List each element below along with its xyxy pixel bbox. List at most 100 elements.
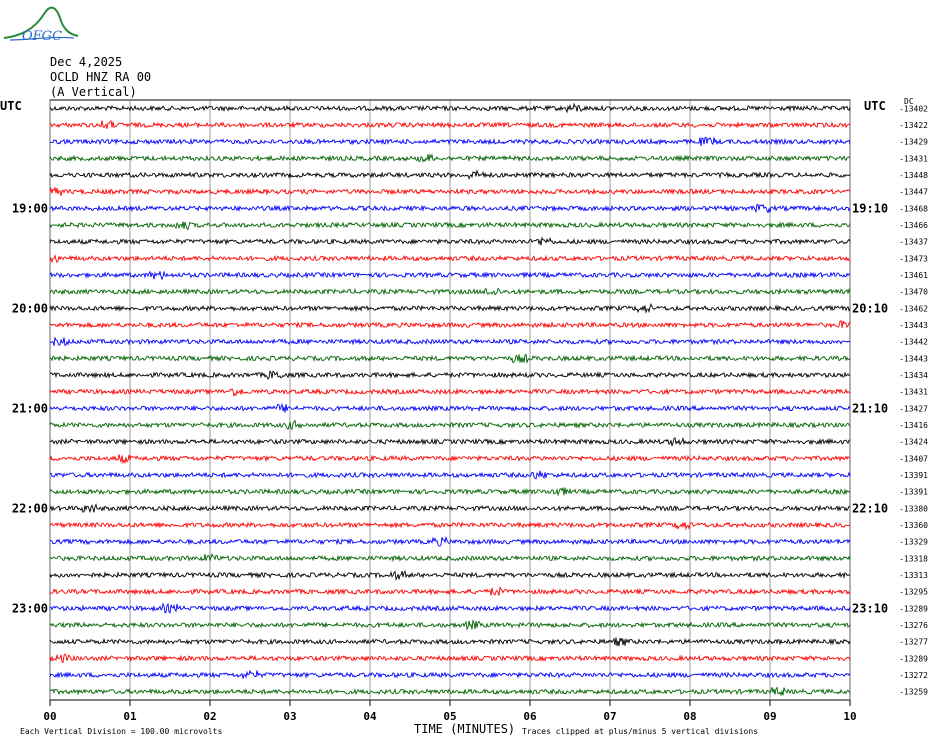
- dc-offset-label: -13360: [899, 521, 928, 530]
- x-tick-label: 01: [123, 710, 137, 723]
- seismic-trace: [49, 653, 851, 664]
- seismic-trace: [49, 203, 851, 214]
- left-hour-label: 21:00: [12, 401, 48, 415]
- seismic-trace: [49, 337, 851, 347]
- dc-offset-label: -13431: [899, 154, 928, 163]
- dc-offset-label: -13443: [899, 321, 928, 330]
- seismic-trace: [49, 637, 851, 647]
- dc-offset-label: -13466: [899, 221, 928, 230]
- seismic-trace: [49, 552, 851, 563]
- dc-offset-label: -13437: [899, 238, 928, 247]
- seismic-trace: [49, 686, 851, 697]
- seismic-trace: [49, 503, 851, 514]
- x-tick-label: 10: [843, 710, 856, 723]
- dc-offset-label: -13380: [899, 504, 928, 513]
- ofgc-logo: OFGC: [3, 6, 79, 44]
- right-corner-label: DC: [904, 97, 914, 106]
- right-hour-label: 23:10: [852, 601, 888, 615]
- right-hour-label: 22:10: [852, 501, 888, 515]
- header-station: OCLD HNZ RA 00: [50, 70, 152, 84]
- dc-offset-label: -13407: [899, 454, 928, 463]
- left-hour-label: 22:00: [12, 501, 48, 515]
- right-hour-label: 19:10: [852, 201, 888, 215]
- x-tick-label: 05: [443, 710, 456, 723]
- seismic-trace: [49, 470, 851, 480]
- seismic-trace: [49, 454, 851, 465]
- dc-offset-label: -13447: [899, 188, 928, 197]
- seismic-trace: [49, 287, 851, 296]
- x-tick-label: 04: [363, 710, 377, 723]
- trace-group: [49, 102, 851, 697]
- seismic-trace: [49, 236, 851, 246]
- header-component: (A Vertical): [50, 85, 137, 99]
- left-hour-label: 20:00: [12, 301, 48, 315]
- x-tick-label: 00: [43, 710, 56, 723]
- seismic-trace: [49, 402, 851, 413]
- seismic-trace: [49, 119, 851, 129]
- footer-left-note: Each Vertical Division = 100.00 microvol…: [20, 727, 222, 736]
- right-hour-label: 21:10: [852, 401, 888, 415]
- seismic-trace: [49, 586, 851, 596]
- seismic-trace: [49, 521, 851, 531]
- seismic-trace: [49, 102, 851, 114]
- seismic-trace: [49, 370, 851, 380]
- dc-offset-label: -13329: [899, 538, 928, 547]
- dc-offset-label: -13434: [899, 371, 928, 380]
- dc-offset-label: -13391: [899, 488, 928, 497]
- dc-offset-label: -13431: [899, 388, 928, 397]
- dc-offset-label: -13462: [899, 304, 928, 313]
- dc-offset-label: -13427: [899, 404, 928, 413]
- seismic-trace: [49, 221, 851, 231]
- seismic-trace: [49, 153, 851, 163]
- seismic-trace: [49, 436, 851, 447]
- seismic-trace: [49, 169, 851, 180]
- right-hour-label: 20:10: [852, 301, 888, 315]
- dc-offset-label: -13289: [899, 604, 928, 613]
- seismic-trace: [49, 602, 851, 614]
- dc-offset-label: -13272: [899, 671, 928, 680]
- seismic-trace: [49, 570, 851, 581]
- seismic-trace: [49, 270, 850, 281]
- seismic-trace: [49, 254, 851, 264]
- right-axis-label: UTC: [864, 99, 886, 113]
- dc-offset-label: -13318: [899, 554, 928, 563]
- seismic-trace: [49, 618, 851, 631]
- dc-offset-label: -13391: [899, 471, 928, 480]
- x-tick-label: 02: [203, 710, 216, 723]
- dc-offset-label: -13277: [899, 638, 928, 647]
- dc-offset-label: -13289: [899, 654, 928, 663]
- seismic-trace: [49, 487, 851, 497]
- logo-swoosh-icon: [9, 36, 75, 41]
- dc-offset-label: -13473: [899, 254, 928, 263]
- left-hour-label: 19:00: [12, 201, 48, 215]
- x-tick-label: 09: [763, 710, 776, 723]
- footer-right-note: Traces clipped at plus/minus 5 vertical …: [522, 727, 758, 736]
- seismic-trace: [49, 186, 851, 196]
- seismic-trace: [49, 669, 851, 679]
- dc-offset-label: -13468: [899, 204, 928, 213]
- header-date: Dec 4,2025: [50, 55, 123, 69]
- x-axis-ticks: 00 01 02 03 04 05 06 07 08 09 10: [43, 700, 857, 723]
- left-hour-label: 23:00: [12, 601, 48, 615]
- dc-offset-label: -13443: [899, 354, 928, 363]
- logo-text: OFGC: [22, 29, 62, 44]
- dc-offset-label: -13276: [899, 621, 928, 630]
- x-tick-label: 07: [603, 710, 616, 723]
- x-tick-label: 03: [283, 710, 296, 723]
- left-axis-label: UTC: [0, 99, 22, 113]
- seismic-trace: [49, 302, 851, 314]
- dc-offset-label: -13313: [899, 571, 928, 580]
- x-axis-label: TIME (MINUTES): [414, 722, 515, 736]
- seismic-trace: [49, 387, 851, 398]
- dc-offset-label: -13429: [899, 138, 928, 147]
- logo-swoosh-icon: [3, 6, 79, 39]
- dc-offset-label: -13402: [899, 104, 928, 113]
- seismic-trace: [49, 320, 851, 329]
- x-tick-label: 06: [523, 710, 537, 723]
- dc-offset-label: -13422: [899, 121, 928, 130]
- minute-gridlines: [49, 100, 851, 700]
- dc-offset-label: -13295: [899, 588, 928, 597]
- dc-offset-labels: -13402 -13422 -13429 -13431 -13448 -13447 -134…: [899, 104, 928, 696]
- dc-offset-label: -13416: [899, 421, 928, 430]
